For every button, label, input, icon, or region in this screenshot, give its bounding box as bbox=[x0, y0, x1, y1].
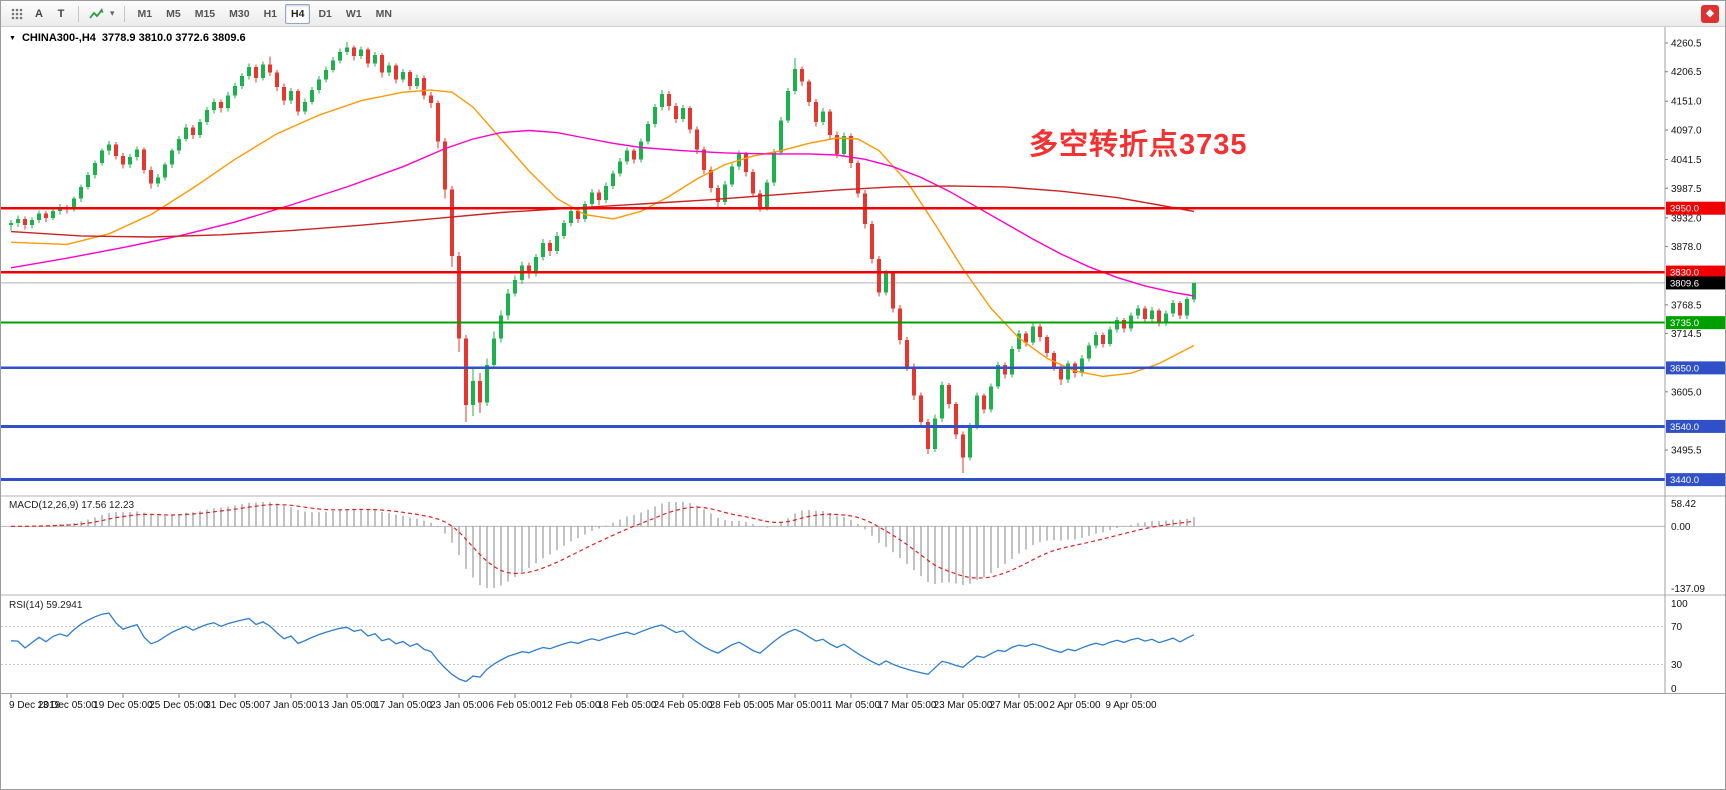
svg-text:70: 70 bbox=[1671, 622, 1683, 633]
chart-area: 4260.5 4206.5 4151.0 4097.0 4041.5 3987.5 3932… bbox=[1, 27, 1726, 719]
timeframe-d1-button[interactable]: D1 bbox=[312, 4, 337, 24]
svg-text:3735.0: 3735.0 bbox=[1670, 318, 1699, 329]
timeframe-h1-button[interactable]: H1 bbox=[258, 4, 283, 24]
font-tool-button[interactable]: A bbox=[29, 4, 49, 24]
symbol-label: CHINA300-,H4 bbox=[21, 32, 96, 44]
rsi-label: RSI(14) 59.2941 bbox=[9, 600, 83, 611]
broker-logo-icon: ◆ bbox=[1701, 4, 1719, 23]
collapse-triangle-icon[interactable]: ▼ bbox=[9, 34, 16, 42]
svg-text:3809.6: 3809.6 bbox=[1670, 278, 1699, 289]
price-axis[interactable]: 4260.5 4206.5 4151.0 4097.0 4041.5 3987.5 3932… bbox=[1664, 27, 1726, 695]
svg-text:3987.5: 3987.5 bbox=[1671, 184, 1702, 195]
svg-text:4041.5: 4041.5 bbox=[1671, 155, 1702, 166]
svg-text:3605.0: 3605.0 bbox=[1671, 387, 1702, 398]
svg-text:18 Feb 05:00: 18 Feb 05:00 bbox=[598, 700, 657, 711]
svg-text:3714.5: 3714.5 bbox=[1671, 329, 1702, 340]
svg-text:3540.0: 3540.0 bbox=[1670, 422, 1699, 433]
svg-text:13 Jan 05:00: 13 Jan 05:00 bbox=[318, 700, 376, 711]
indicators-icon[interactable] bbox=[86, 4, 106, 24]
svg-text:100: 100 bbox=[1671, 599, 1688, 610]
timeframe-w1-button[interactable]: W1 bbox=[340, 4, 368, 24]
toolbar-separator bbox=[123, 5, 125, 22]
svg-text:23 Jan 05:00: 23 Jan 05:00 bbox=[430, 700, 488, 711]
ohlc-values: 3778.9 3810.0 3772.6 3809.6 bbox=[101, 32, 246, 44]
level-lines-layer[interactable] bbox=[1, 207, 1665, 482]
grid-dots-icon[interactable] bbox=[7, 4, 27, 24]
svg-text:3768.5: 3768.5 bbox=[1671, 300, 1702, 311]
svg-text:23 Mar 05:00: 23 Mar 05:00 bbox=[934, 700, 993, 711]
candles-layer bbox=[9, 42, 1196, 474]
timeframe-mn-button[interactable]: MN bbox=[370, 4, 398, 24]
svg-text:11 Mar 05:00: 11 Mar 05:00 bbox=[822, 700, 881, 711]
svg-text:17 Mar 05:00: 17 Mar 05:00 bbox=[878, 700, 937, 711]
svg-text:3495.5: 3495.5 bbox=[1671, 446, 1702, 457]
svg-text:3878.0: 3878.0 bbox=[1671, 242, 1702, 253]
svg-text:7 Jan 05:00: 7 Jan 05:00 bbox=[265, 700, 318, 711]
svg-text:12 Feb 05:00: 12 Feb 05:00 bbox=[542, 700, 601, 711]
svg-text:0: 0 bbox=[1671, 684, 1677, 695]
pane-separators bbox=[1, 495, 1725, 596]
svg-text:3950.0: 3950.0 bbox=[1670, 204, 1699, 215]
text-tool-button[interactable]: T bbox=[51, 4, 71, 24]
svg-text:27 Mar 05:00: 27 Mar 05:00 bbox=[990, 700, 1049, 711]
chevron-down-icon[interactable]: ▾ bbox=[110, 8, 115, 18]
rsi-pane bbox=[1, 612, 1665, 683]
svg-text:9 Apr 05:00: 9 Apr 05:00 bbox=[1105, 700, 1157, 711]
svg-text:2 Apr 05:00: 2 Apr 05:00 bbox=[1049, 700, 1101, 711]
svg-text:-137.09: -137.09 bbox=[1671, 584, 1705, 595]
svg-text:28 Feb 05:00: 28 Feb 05:00 bbox=[710, 700, 769, 711]
svg-text:30: 30 bbox=[1671, 660, 1683, 671]
svg-text:9 Dec 2019: 9 Dec 2019 bbox=[9, 700, 61, 711]
timeframe-m15-button[interactable]: M15 bbox=[189, 4, 221, 24]
chart-canvas[interactable]: 4260.5 4206.5 4151.0 4097.0 4041.5 3987.5 3932… bbox=[1, 27, 1726, 719]
svg-text:3650.0: 3650.0 bbox=[1670, 363, 1699, 374]
timeframe-m5-button[interactable]: M5 bbox=[160, 4, 187, 24]
svg-text:17 Jan 05:00: 17 Jan 05:00 bbox=[374, 700, 432, 711]
macd-pane bbox=[1, 501, 1665, 589]
chart-annotation-text[interactable]: 多空转折点3735 bbox=[1029, 129, 1248, 161]
svg-text:19 Dec 05:00: 19 Dec 05:00 bbox=[93, 700, 153, 711]
svg-text:4097.0: 4097.0 bbox=[1671, 125, 1702, 136]
moving-averages-layer bbox=[10, 89, 1195, 378]
svg-text:24 Feb 05:00: 24 Feb 05:00 bbox=[654, 700, 713, 711]
svg-text:6 Feb 05:00: 6 Feb 05:00 bbox=[488, 700, 542, 711]
svg-text:3830.0: 3830.0 bbox=[1670, 268, 1699, 279]
svg-text:0.00: 0.00 bbox=[1671, 522, 1691, 533]
chart-title: ▼ CHINA300-,H4 3778.9 3810.0 3772.6 3809… bbox=[9, 32, 246, 44]
toolbar: A T ▾ M1 M5 M15 M30 H1 H4 D1 W1 MN ◆ bbox=[1, 1, 1725, 27]
macd-label: MACD(12,26,9) 17.56 12.23 bbox=[9, 500, 135, 511]
svg-text:5 Mar 05:00: 5 Mar 05:00 bbox=[768, 700, 822, 711]
timeframe-m1-button[interactable]: M1 bbox=[132, 4, 159, 24]
svg-text:3440.0: 3440.0 bbox=[1670, 475, 1699, 486]
svg-text:31 Dec 05:00: 31 Dec 05:00 bbox=[205, 700, 265, 711]
toolbar-separator bbox=[78, 5, 79, 22]
svg-text:3932.0: 3932.0 bbox=[1671, 213, 1702, 224]
svg-text:58.42: 58.42 bbox=[1671, 499, 1696, 510]
svg-text:4151.0: 4151.0 bbox=[1671, 97, 1702, 108]
svg-text:13 Dec 05:00: 13 Dec 05:00 bbox=[37, 700, 97, 711]
svg-text:4260.5: 4260.5 bbox=[1671, 38, 1702, 49]
svg-text:4206.5: 4206.5 bbox=[1671, 67, 1702, 78]
timeframe-m30-button[interactable]: M30 bbox=[223, 4, 255, 24]
timeframe-h4-button[interactable]: H4 bbox=[285, 3, 311, 24]
svg-text:25 Dec 05:00: 25 Dec 05:00 bbox=[149, 700, 209, 711]
